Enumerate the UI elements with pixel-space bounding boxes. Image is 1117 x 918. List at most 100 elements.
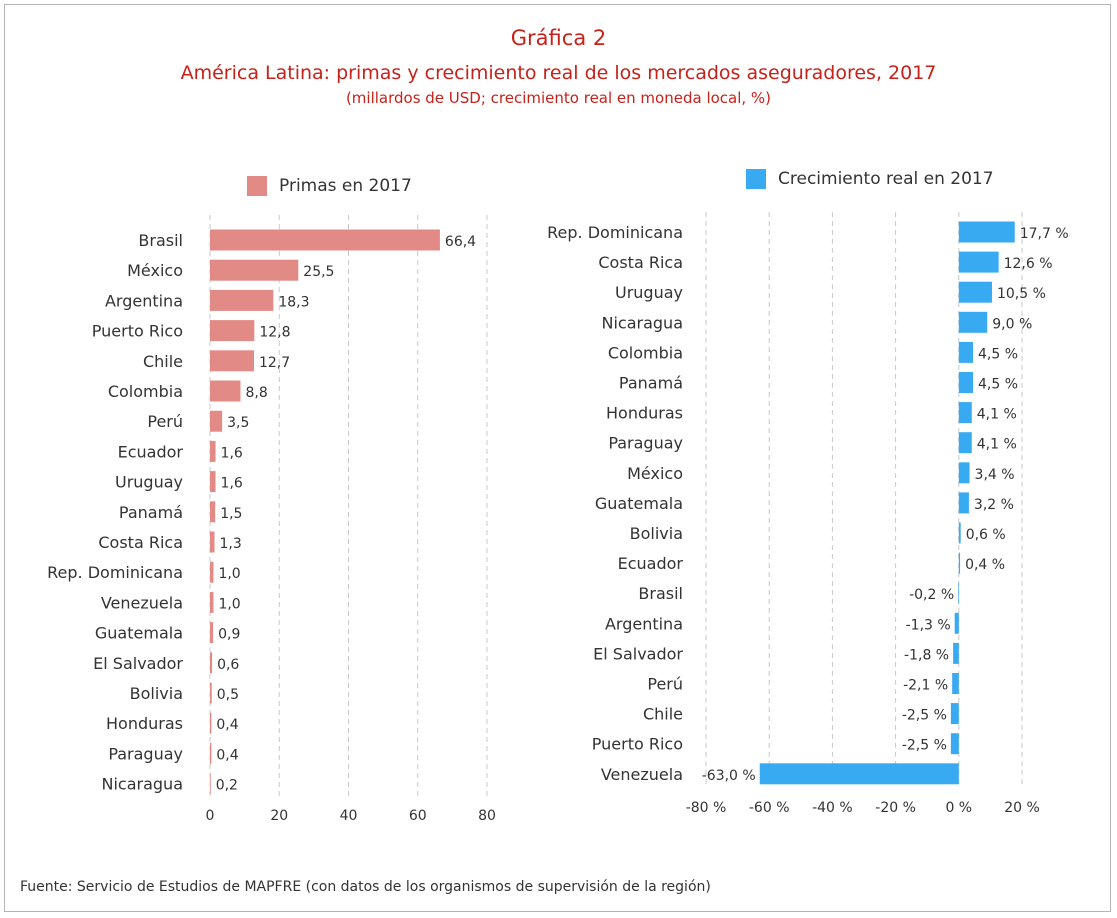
primas-value-label: 1,5: [220, 506, 242, 522]
primas-tick-label: 40: [340, 808, 358, 824]
primas-tick-label: 60: [409, 808, 427, 824]
crecimiento-category-label: Costa Rica: [598, 253, 683, 272]
crecimiento-category-label: Paraguay: [608, 434, 683, 453]
primas-bar: [210, 531, 215, 553]
primas-category-label: Venezuela: [101, 593, 183, 612]
crecimiento-tick-label: 20 %: [1004, 800, 1040, 816]
primas-category-label: Perú: [147, 412, 183, 431]
crecimiento-value-label: 17,7 %: [1020, 226, 1069, 242]
crecimiento-value-label: 0,4 %: [965, 557, 1005, 573]
primas-value-label: 1,3: [220, 536, 242, 552]
primas-value-label: 1,6: [221, 445, 243, 461]
crecimiento-bar: [958, 281, 992, 303]
primas-bar: [210, 742, 212, 764]
primas-tick-label: 0: [206, 808, 215, 824]
primas-value-label: 3,5: [227, 415, 249, 431]
primas-bar: [210, 652, 213, 674]
primas-value-label: 18,3: [278, 294, 309, 310]
crecimiento-category-label: Bolivia: [630, 524, 683, 543]
primas-value-label: 1,0: [218, 596, 240, 612]
crecimiento-bar: [958, 402, 972, 424]
crecimiento-category-label: Chile: [643, 705, 683, 724]
chart-frame: [4, 4, 1111, 912]
crecimiento-value-label: 12,6 %: [1004, 256, 1053, 272]
legend-primas: Primas en 2017: [247, 176, 412, 196]
crecimiento-bar: [958, 462, 970, 484]
primas-bar: [210, 682, 212, 704]
crecimiento-bar: [958, 341, 974, 363]
primas-bar: [210, 350, 254, 372]
legend-label-primas: Primas en 2017: [279, 176, 412, 196]
primas-value-label: 66,4: [445, 234, 476, 250]
primas-bar: [210, 380, 241, 402]
primas-category-label: Chile: [143, 352, 183, 371]
crecimiento-category-label: Guatemala: [595, 494, 683, 513]
crecimiento-value-label: -2,5 %: [902, 738, 947, 754]
primas-bar: [210, 440, 216, 462]
primas-tick-label: 80: [478, 808, 496, 824]
crecimiento-tick-label: 0 %: [945, 800, 972, 816]
primas-category-label: Argentina: [105, 291, 183, 310]
primas-category-label: Panamá: [119, 503, 183, 522]
crecimiento-category-label: Argentina: [605, 614, 683, 633]
primas-category-label: Guatemala: [95, 624, 183, 643]
crecimiento-category-label: Nicaragua: [602, 313, 684, 332]
crecimiento-category-label: Venezuela: [601, 765, 683, 784]
crecimiento-bar: [954, 612, 959, 634]
legend-swatch-primas: [247, 176, 267, 196]
crecimiento-tick-label: -80 %: [686, 800, 727, 816]
primas-value-label: 0,2: [216, 778, 238, 794]
source-note: Fuente: Servicio de Estudios de MAPFRE (…: [20, 879, 711, 895]
legend-crecimiento: Crecimiento real en 2017: [746, 169, 994, 189]
crecimiento-category-label: Ecuador: [618, 554, 684, 573]
primas-category-label: Rep. Dominicana: [47, 563, 183, 582]
primas-bar: [210, 410, 223, 432]
crecimiento-category-label: Brasil: [638, 584, 683, 603]
crecimiento-bar: [958, 582, 959, 604]
crecimiento-bar: [958, 311, 988, 333]
crecimiento-bar: [952, 673, 959, 694]
primas-category-label: Bolivia: [130, 684, 183, 703]
crecimiento-value-label: -63,0 %: [702, 768, 756, 784]
crecimiento-tick-label: -20 %: [875, 800, 916, 816]
primas-value-label: 25,5: [303, 264, 334, 280]
chart-units: (millardos de USD; crecimiento real en m…: [345, 89, 772, 107]
primas-category-label: Paraguay: [108, 744, 183, 763]
primas-category-label: Colombia: [108, 382, 183, 401]
legend-label-crecimiento: Crecimiento real en 2017: [778, 169, 994, 189]
primas-value-label: 12,8: [259, 325, 290, 341]
crecimiento-category-label: El Salvador: [593, 644, 683, 663]
primas-value-label: 0,5: [217, 687, 239, 703]
crecimiento-category-label: Panamá: [619, 374, 683, 393]
crecimiento-category-label: Colombia: [608, 343, 683, 362]
primas-category-label: México: [127, 261, 183, 280]
primas-value-label: 12,7: [259, 355, 290, 371]
primas-bar: [210, 320, 255, 342]
primas-bar: [210, 622, 214, 644]
primas-bar: [210, 229, 440, 251]
primas-value-label: 0,4: [216, 747, 238, 763]
chart-title: Gráfica 2: [510, 26, 607, 50]
crecimiento-value-label: 4,1 %: [977, 407, 1017, 423]
chart-subtitle: América Latina: primas y crecimiento rea…: [180, 62, 937, 84]
primas-bar: [210, 501, 216, 523]
primas-category-label: Puerto Rico: [92, 322, 183, 341]
crecimiento-value-label: -2,5 %: [902, 708, 947, 724]
crecimiento-value-label: 10,5 %: [997, 286, 1046, 302]
primas-value-label: 8,8: [245, 385, 267, 401]
primas-bar: [210, 712, 212, 734]
crecimiento-category-label: Puerto Rico: [592, 735, 683, 754]
primas-bar: [210, 561, 214, 583]
primas-bar: [210, 591, 214, 613]
crecimiento-value-label: 3,4 %: [975, 467, 1015, 483]
primas-category-label: Honduras: [106, 714, 183, 733]
crecimiento-bar: [958, 492, 969, 514]
crecimiento-value-label: -2,1 %: [903, 678, 948, 694]
primas-category-label: Costa Rica: [98, 533, 183, 552]
crecimiento-category-label: Honduras: [606, 404, 683, 423]
crecimiento-value-label: -1,8 %: [904, 647, 949, 663]
primas-bar: [210, 471, 216, 493]
crecimiento-bar: [958, 552, 961, 574]
primas-category-label: Brasil: [138, 231, 183, 250]
